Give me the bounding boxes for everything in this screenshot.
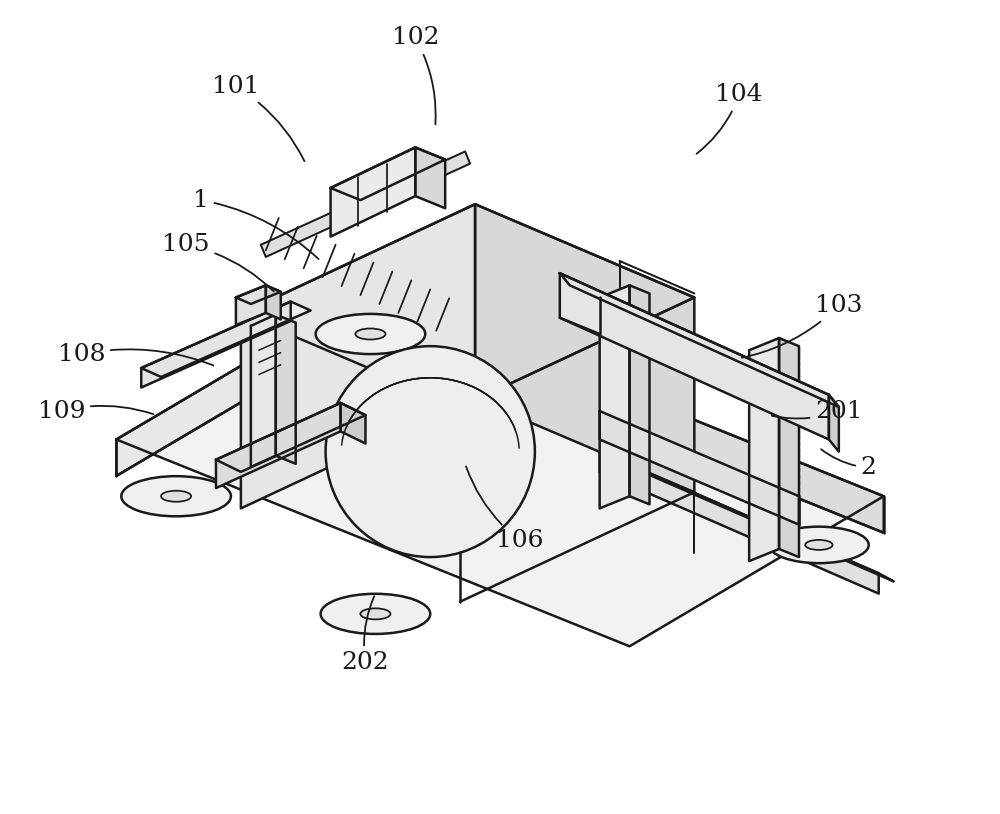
Polygon shape: [749, 338, 779, 561]
Text: 2: 2: [821, 449, 877, 479]
Text: 1: 1: [193, 189, 319, 259]
Ellipse shape: [805, 540, 833, 550]
Ellipse shape: [769, 527, 869, 563]
Polygon shape: [261, 151, 470, 257]
Ellipse shape: [161, 491, 191, 501]
Polygon shape: [141, 301, 311, 377]
Text: 201: 201: [772, 400, 863, 422]
Polygon shape: [241, 204, 475, 509]
Polygon shape: [276, 314, 296, 464]
Polygon shape: [116, 289, 884, 646]
Polygon shape: [630, 286, 649, 505]
Polygon shape: [600, 411, 799, 525]
Polygon shape: [600, 452, 894, 581]
Text: 106: 106: [466, 466, 544, 553]
Polygon shape: [560, 274, 839, 407]
Ellipse shape: [360, 608, 390, 619]
Polygon shape: [560, 274, 829, 440]
Text: 102: 102: [392, 26, 439, 125]
Ellipse shape: [355, 329, 386, 339]
Text: 202: 202: [342, 596, 389, 674]
Ellipse shape: [321, 593, 430, 634]
Polygon shape: [216, 403, 341, 488]
Text: 103: 103: [742, 294, 863, 358]
Polygon shape: [370, 289, 884, 532]
Polygon shape: [266, 286, 281, 319]
Polygon shape: [829, 395, 839, 452]
Polygon shape: [116, 289, 370, 476]
Text: 104: 104: [697, 83, 763, 154]
Text: 109: 109: [38, 400, 154, 422]
Polygon shape: [415, 147, 445, 208]
Polygon shape: [216, 403, 365, 472]
Polygon shape: [241, 204, 694, 407]
Polygon shape: [475, 204, 694, 492]
Ellipse shape: [121, 476, 231, 516]
Polygon shape: [341, 403, 365, 444]
Polygon shape: [236, 286, 281, 304]
Polygon shape: [251, 314, 276, 467]
Polygon shape: [600, 452, 879, 593]
Polygon shape: [779, 338, 799, 557]
Text: 105: 105: [162, 234, 274, 291]
Polygon shape: [600, 286, 630, 509]
Polygon shape: [141, 301, 291, 387]
Text: 101: 101: [212, 75, 304, 161]
Polygon shape: [236, 286, 266, 325]
Polygon shape: [331, 147, 445, 200]
Text: 108: 108: [58, 343, 213, 365]
Ellipse shape: [326, 346, 535, 557]
Ellipse shape: [316, 314, 425, 354]
Polygon shape: [331, 147, 415, 237]
